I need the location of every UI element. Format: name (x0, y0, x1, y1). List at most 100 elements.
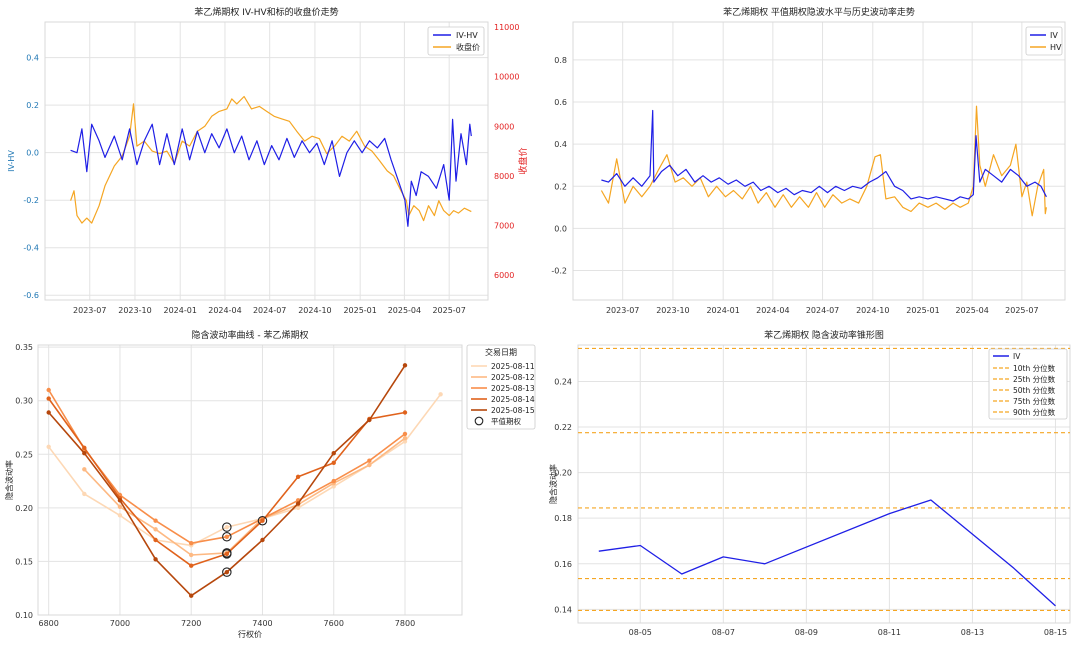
x-tick-label: 2024-04 (756, 306, 789, 315)
chart-title: 苯乙烯期权 IV-HV和标的收盘价走势 (194, 6, 338, 18)
data-point (367, 458, 372, 463)
y-right-tick-label: 7000 (494, 222, 514, 231)
chart-title: 苯乙烯期权 平值期权隐波水平与历史波动率走势 (723, 6, 915, 18)
legend-label: 平值期权 (491, 416, 521, 426)
legend-box (1025, 26, 1063, 56)
data-point (260, 518, 265, 523)
legend-label: 2025-08-14 (491, 395, 535, 404)
legend-label: IV (1013, 352, 1021, 361)
data-point (438, 392, 443, 397)
atm-marker (257, 515, 268, 526)
x-tick-label: 2023-07 (73, 306, 106, 315)
data-point (402, 363, 408, 368)
data-point (82, 451, 87, 456)
data-point (153, 557, 158, 562)
series-iv-line (601, 109, 1047, 202)
x-tick-label: 7600 (324, 619, 344, 628)
x-tick-label: 2025-01 (906, 306, 939, 315)
atm-marker (222, 522, 232, 532)
y-tick-label: 0.15 (15, 557, 33, 566)
x-tick-label: 2025-07 (432, 306, 465, 315)
legend-label: 50th 分位数 (1013, 385, 1056, 395)
x-axis-label: 行权价 (238, 629, 262, 639)
y-tick-label: 0.18 (554, 514, 572, 523)
data-point (331, 451, 336, 456)
x-tick-label: 2024-01 (163, 306, 196, 315)
y-axis-label: 隐含波动率 (548, 464, 558, 504)
x-tick-label: 2023-10 (118, 306, 151, 315)
data-point (331, 478, 336, 484)
data-point (402, 431, 408, 437)
legend-box (427, 26, 485, 56)
plot-frame (577, 344, 1071, 624)
data-point (260, 537, 265, 543)
y-tick-label: 0.8 (554, 56, 567, 65)
data-point (295, 505, 301, 511)
legend-label: 25th 分位数 (1013, 374, 1056, 384)
x-tick-label: 6800 (39, 619, 59, 628)
plot-frame (37, 344, 463, 616)
legend-title: 交易日期 (485, 347, 517, 357)
x-tick-label: 08-13 (961, 628, 984, 637)
chart-iv-cone: 08-05 08-07 08-09 08-11 08-13 08-15 0.14 0.16 0.… (548, 329, 1071, 637)
x-tick-label: 2024-04 (208, 306, 241, 315)
x-tick-label: 08-05 (629, 628, 652, 637)
x-tick-label: 2024-10 (298, 306, 331, 315)
x-tick-label: 08-11 (878, 628, 901, 637)
x-tick-label: 2025-01 (343, 306, 376, 315)
chart-atm-iv-hv: 2023-07 2023-10 2024-01 2024-04 2024-07 2024-… (551, 6, 1066, 315)
x-tick-label: 2024-10 (856, 306, 889, 315)
data-point (224, 524, 230, 530)
legend-label: 收盘价 (456, 42, 480, 52)
x-tick-label: 08-15 (1044, 628, 1067, 637)
series-close-line (70, 95, 472, 224)
chart-iv-smile: 6800 7000 7200 7400 7600 7800 0.10 0.15 0.20 0.25… (4, 329, 536, 639)
data-point (367, 462, 372, 468)
y-right-tick-label: 9000 (494, 122, 514, 131)
x-tick-label: 2025-04 (955, 306, 988, 315)
data-point (402, 436, 408, 441)
chart-title: 隐含波动率曲线 - 苯乙烯期权 (192, 329, 309, 341)
series-iv-line (598, 499, 1056, 607)
y-tick-label: 0.4 (554, 140, 567, 149)
plot-frame (44, 21, 489, 301)
data-point (295, 501, 301, 506)
plot-frame (572, 21, 1066, 301)
data-point (46, 410, 51, 415)
legend: 交易日期 2025-08-11 2025-08-12 2025-08-13 2025-0… (466, 344, 536, 430)
data-point (82, 445, 87, 451)
legend-label: IV (1050, 31, 1058, 40)
legend-label: 75th 分位数 (1013, 396, 1056, 406)
data-point (295, 474, 301, 479)
legend-label: 2025-08-15 (491, 406, 535, 415)
y-tick-label: 0.22 (554, 423, 572, 432)
x-tick-label: 7400 (252, 619, 272, 628)
x-tick-label: 2024-07 (806, 306, 839, 315)
data-point (46, 444, 51, 449)
data-point (153, 518, 158, 523)
legend-label: IV-HV (456, 31, 478, 40)
x-tick-label: 08-09 (795, 628, 818, 637)
atm-marker (222, 549, 232, 559)
y-right-tick-label: 11000 (494, 23, 519, 32)
legend-label: 90th 分位数 (1013, 407, 1056, 417)
x-tick-label: 2025-07 (1005, 306, 1038, 315)
data-point (189, 563, 194, 568)
y-tick-label: 0.0 (554, 224, 567, 233)
y-axis-label: 隐含波动率 (4, 460, 14, 500)
data-point (153, 537, 158, 543)
x-tick-label: 7800 (395, 619, 415, 628)
data-point (189, 593, 194, 598)
y-left-tick-label: 0.0 (26, 149, 39, 158)
y-tick-label: 0.20 (554, 469, 572, 478)
data-point (46, 396, 51, 401)
data-point (367, 417, 372, 423)
chart-iv-hv-close: 2023-07 2023-10 2024-01 2024-04 2024-07 2024-… (7, 6, 529, 315)
data-point (224, 569, 230, 575)
data-point (189, 541, 194, 546)
x-tick-label: 2023-10 (656, 306, 689, 315)
data-point (189, 552, 194, 558)
data-point (402, 439, 408, 444)
legend-atm-marker (474, 416, 484, 426)
